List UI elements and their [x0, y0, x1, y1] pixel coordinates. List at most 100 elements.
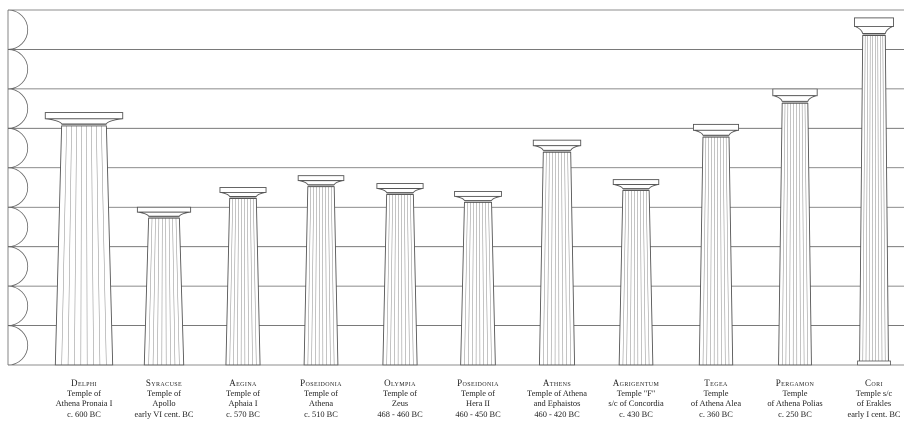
module-grid: [7, 9, 904, 366]
flute: [567, 152, 571, 366]
flute: [468, 202, 471, 366]
flute: [880, 35, 883, 366]
flute: [464, 202, 468, 366]
flute: [86, 125, 88, 366]
caption-line: 460 - 450 BC: [455, 409, 501, 419]
flute: [799, 103, 801, 366]
flute: [325, 186, 327, 366]
flute: [394, 194, 396, 366]
caption-line: Temple "F": [616, 388, 656, 398]
caption-line: s/c of Concordia: [608, 399, 664, 409]
flute: [561, 152, 564, 366]
shaft: [460, 201, 496, 366]
caption-site: Pergamon: [775, 378, 815, 388]
module-arc: [7, 127, 29, 169]
module-arcs: [7, 9, 29, 366]
caption-line: and Ephaistos: [533, 399, 581, 409]
echinus: [773, 95, 817, 102]
abacus: [612, 179, 660, 186]
module-arc: [7, 206, 29, 248]
flute: [80, 125, 82, 366]
caption-line: of Athena Polias: [767, 399, 823, 409]
caption-line: of Erakles: [856, 399, 892, 409]
caption-line: Temple of: [66, 388, 102, 398]
flute: [869, 35, 871, 366]
echinus: [220, 192, 266, 197]
column-4: [297, 175, 345, 366]
caption-8: Agrigentum Temple "F" s/c of Concordia c. 4…: [588, 378, 684, 420]
flute: [626, 190, 629, 366]
flute: [706, 137, 709, 366]
flute: [865, 35, 868, 366]
flute: [789, 103, 791, 366]
flute: [485, 202, 488, 366]
caption-site: Athens: [542, 378, 572, 388]
caption-line: c. 600 BC: [67, 409, 101, 419]
flute: [67, 125, 72, 366]
echinus: [534, 145, 580, 151]
echinus: [138, 211, 190, 217]
flute: [250, 198, 253, 366]
flute: [725, 137, 730, 366]
flute: [547, 152, 550, 366]
flute: [882, 35, 886, 366]
flute: [543, 152, 547, 366]
module-arc: [7, 9, 29, 50]
column-base: [857, 360, 891, 366]
flute: [307, 186, 311, 366]
caption-line: of Athena Alea: [690, 399, 742, 409]
flute: [152, 218, 156, 366]
caption-line: c. 570 BC: [226, 409, 260, 419]
flute: [168, 218, 171, 366]
abacus: [692, 123, 740, 131]
caption-line: Athena Pronaia I: [55, 399, 113, 409]
flute: [328, 186, 331, 366]
flute: [148, 218, 153, 366]
caption-line: Temple of: [382, 388, 418, 398]
module-arc: [7, 88, 28, 129]
shaft: [698, 136, 734, 366]
caption-line: Temple: [703, 388, 729, 398]
caption-line: c. 430 BC: [619, 409, 653, 419]
caption-site: Olympia: [384, 378, 416, 388]
flute: [386, 194, 390, 366]
flute: [237, 198, 239, 366]
flute: [564, 152, 567, 366]
flute: [96, 125, 101, 366]
flute: [702, 137, 707, 366]
caption-site: Agrigentum: [612, 378, 660, 388]
flute: [782, 103, 786, 366]
caption-7: Athens Temple of Athena and Ephaistos 460 -…: [509, 378, 605, 420]
caption-line: Temple of: [303, 388, 339, 398]
caption-5: Olympia Temple of Zeus 468 - 460 BC: [352, 378, 448, 420]
module-arc: [7, 49, 29, 90]
echinus: [855, 26, 893, 34]
flute: [410, 194, 414, 366]
caption-site: Aegina: [229, 378, 257, 388]
column-8: [612, 179, 660, 366]
caption-line: early I cent. BC: [847, 409, 901, 419]
flute: [643, 190, 646, 366]
abacus: [219, 187, 267, 193]
caption-2: Syracuse Temple of Apollo early VI cent. BC: [116, 378, 212, 420]
caption-line: c. 250 BC: [778, 409, 812, 419]
column-7: [532, 139, 582, 366]
flute: [488, 202, 492, 366]
abacus: [854, 17, 894, 27]
caption-line: early VI cent. BC: [134, 409, 194, 419]
flute: [390, 194, 393, 366]
flute: [630, 190, 632, 366]
caption-line: 460 - 420 BC: [534, 409, 580, 419]
column-6: [454, 190, 502, 366]
caption-site: Tegea: [704, 378, 728, 388]
flute: [622, 190, 626, 366]
abacus: [454, 190, 502, 197]
flute: [801, 103, 805, 366]
module-arc: [7, 325, 28, 366]
shaft: [618, 190, 654, 366]
echinus: [46, 118, 122, 125]
echinus: [299, 180, 343, 186]
column-2: [136, 206, 192, 366]
column-5: [376, 183, 424, 366]
